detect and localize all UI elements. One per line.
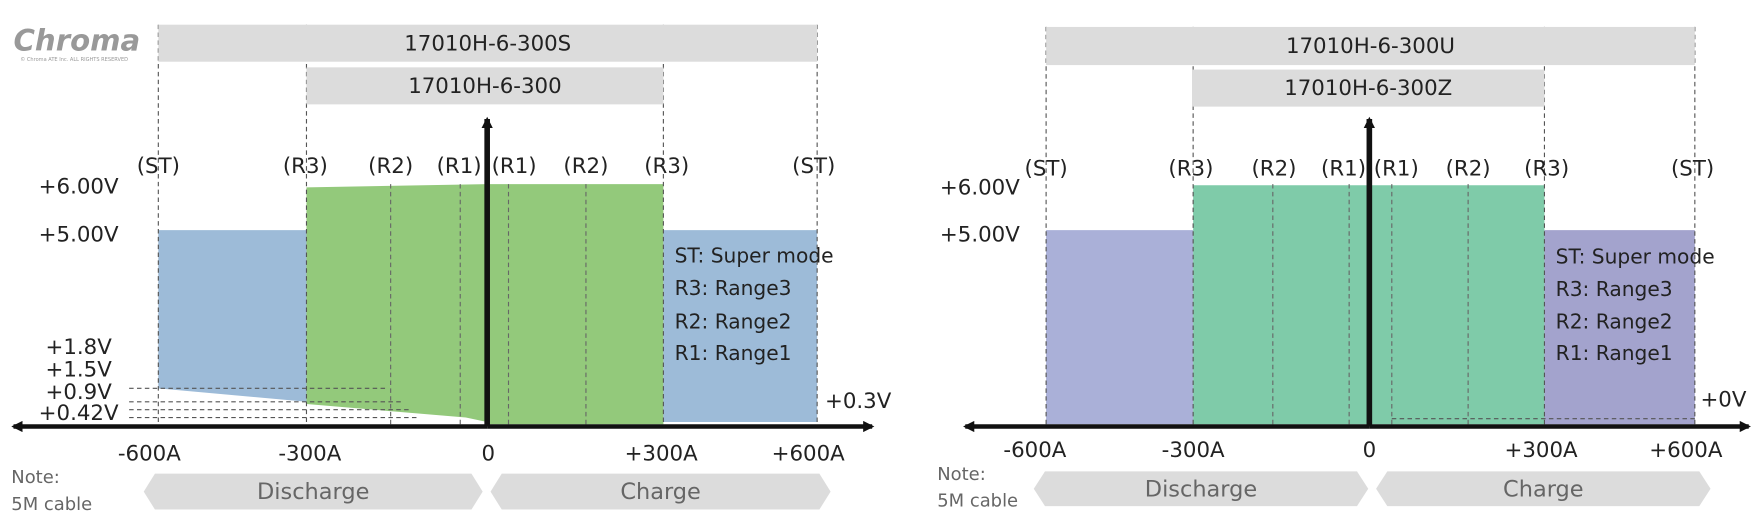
legend-item: ST: Super mode [675,244,834,268]
voltage-label: +6.00V [940,176,1020,201]
range-label: (ST) [137,154,180,179]
range-label: (R2) [368,154,413,179]
range-label: (R2) [1446,156,1491,181]
voltage-label: +1.5V [45,357,112,382]
direction-label: Charge [1503,476,1584,502]
range-label: (R1) [1374,156,1419,181]
range-label: (R2) [1251,156,1296,181]
model-bar [1192,69,1545,107]
range-label: (ST) [1671,156,1714,181]
model-label: 17010H-6-300 [408,74,561,99]
direction-label: Discharge [257,479,369,505]
voltage-label: +6.00V [39,174,119,199]
range-area [663,230,818,423]
range-area [158,230,307,402]
range-label: (R3) [1524,156,1569,181]
direction-arrow [143,473,483,510]
note: 5M cable [11,494,92,515]
model-bar [1046,26,1695,66]
voltage-label: +0.9V [45,380,112,405]
voltage-label: +0.3V [825,389,892,414]
direction-arrow [490,473,831,510]
voltage-label: +0.42V [39,401,119,426]
current-label: -300A [278,442,341,467]
legend-item: R3: Range3 [675,276,792,300]
current-label: -300A [1162,438,1225,463]
direction-arrow [1376,471,1711,507]
legend-item: R1: Range1 [675,341,792,365]
voltage-label: +5.00V [39,223,119,248]
legend-item: R1: Range1 [1556,341,1673,365]
legend-item: ST: Super mode [1556,245,1715,269]
model-label: 17010H-6-300S [404,31,571,56]
model-bar [158,24,818,62]
legend-item: R3: Range3 [1556,277,1673,301]
note: 5M cable [937,491,1018,512]
model-label: 17010H-6-300U [1286,34,1455,59]
voltage-label: +1.8V [45,335,112,360]
copyright: © Chroma ATE Inc. ALL RIGHTS RESERVED [20,56,128,63]
legend-item: R2: Range2 [675,310,792,334]
range-label: (ST) [1025,156,1068,181]
model-label: 17010H-6-300Z [1284,76,1452,101]
current-label: +600A [772,442,846,467]
current-label: -600A [1003,438,1066,463]
range-label: (R1) [437,154,482,179]
note: Note: [937,464,986,485]
voltage-label: +5.00V [940,223,1020,248]
range-label: (R2) [563,154,608,179]
logo: Chroma [14,24,141,58]
current-label: -600A [118,442,181,467]
range-label: (ST) [792,154,835,179]
direction-arrow [1033,471,1369,507]
range-area [487,184,664,425]
current-label: +300A [625,442,699,467]
current-label: 0 [482,442,496,467]
range-area [1544,230,1695,425]
direction-label: Charge [620,479,701,505]
current-label: +600A [1649,438,1723,463]
range-label: (R1) [1321,156,1366,181]
range-label: (R3) [644,154,689,179]
range-area [1046,230,1194,425]
voltage-label: +0V [1700,388,1746,413]
note: Note: [11,467,60,488]
range-label: (R1) [492,154,537,179]
current-label: +300A [1505,438,1579,463]
range-area [306,184,488,423]
model-bar [306,67,664,105]
legend-item: R2: Range2 [1556,310,1673,334]
range-label: (R3) [283,154,328,179]
range-label: (R3) [1168,156,1213,181]
current-label: 0 [1363,438,1377,463]
direction-label: Discharge [1145,476,1257,502]
